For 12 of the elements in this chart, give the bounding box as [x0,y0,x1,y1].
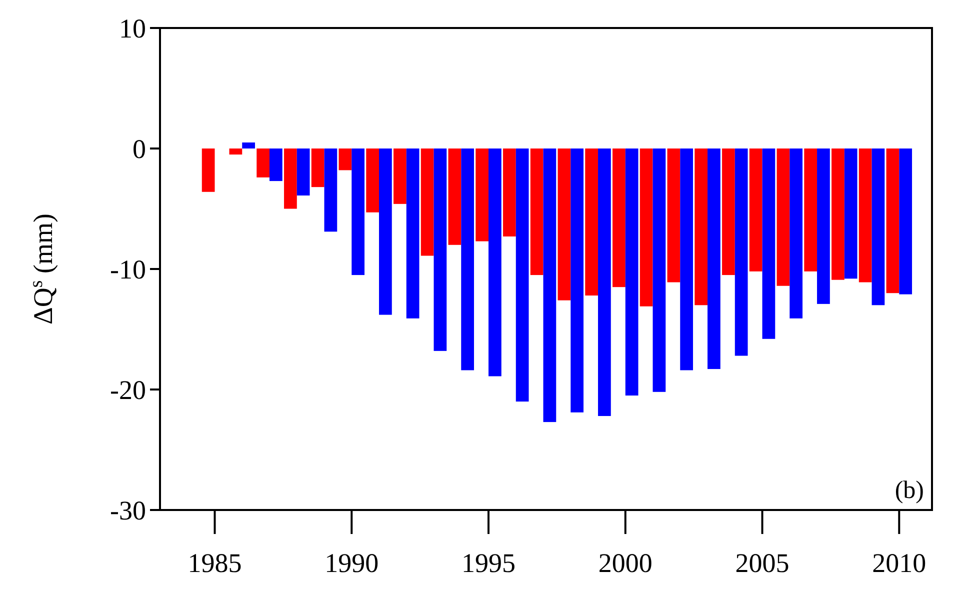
x-tick-label: 2005 [735,548,790,578]
y-tick-label: -30 [110,495,146,526]
y-tick-label: 10 [119,13,146,44]
x-tick-label: 2000 [598,548,652,578]
x-tick-label: 2010 [872,548,926,578]
annotation: (b) [894,477,924,504]
y-tick-label: 0 [132,134,146,164]
y-tick-label: -10 [110,254,146,284]
x-tick-label: 1990 [324,548,379,578]
x-tick-label: 1985 [188,548,242,578]
y-tick-label: -20 [110,374,146,405]
x-tick-label: 1995 [462,548,516,578]
